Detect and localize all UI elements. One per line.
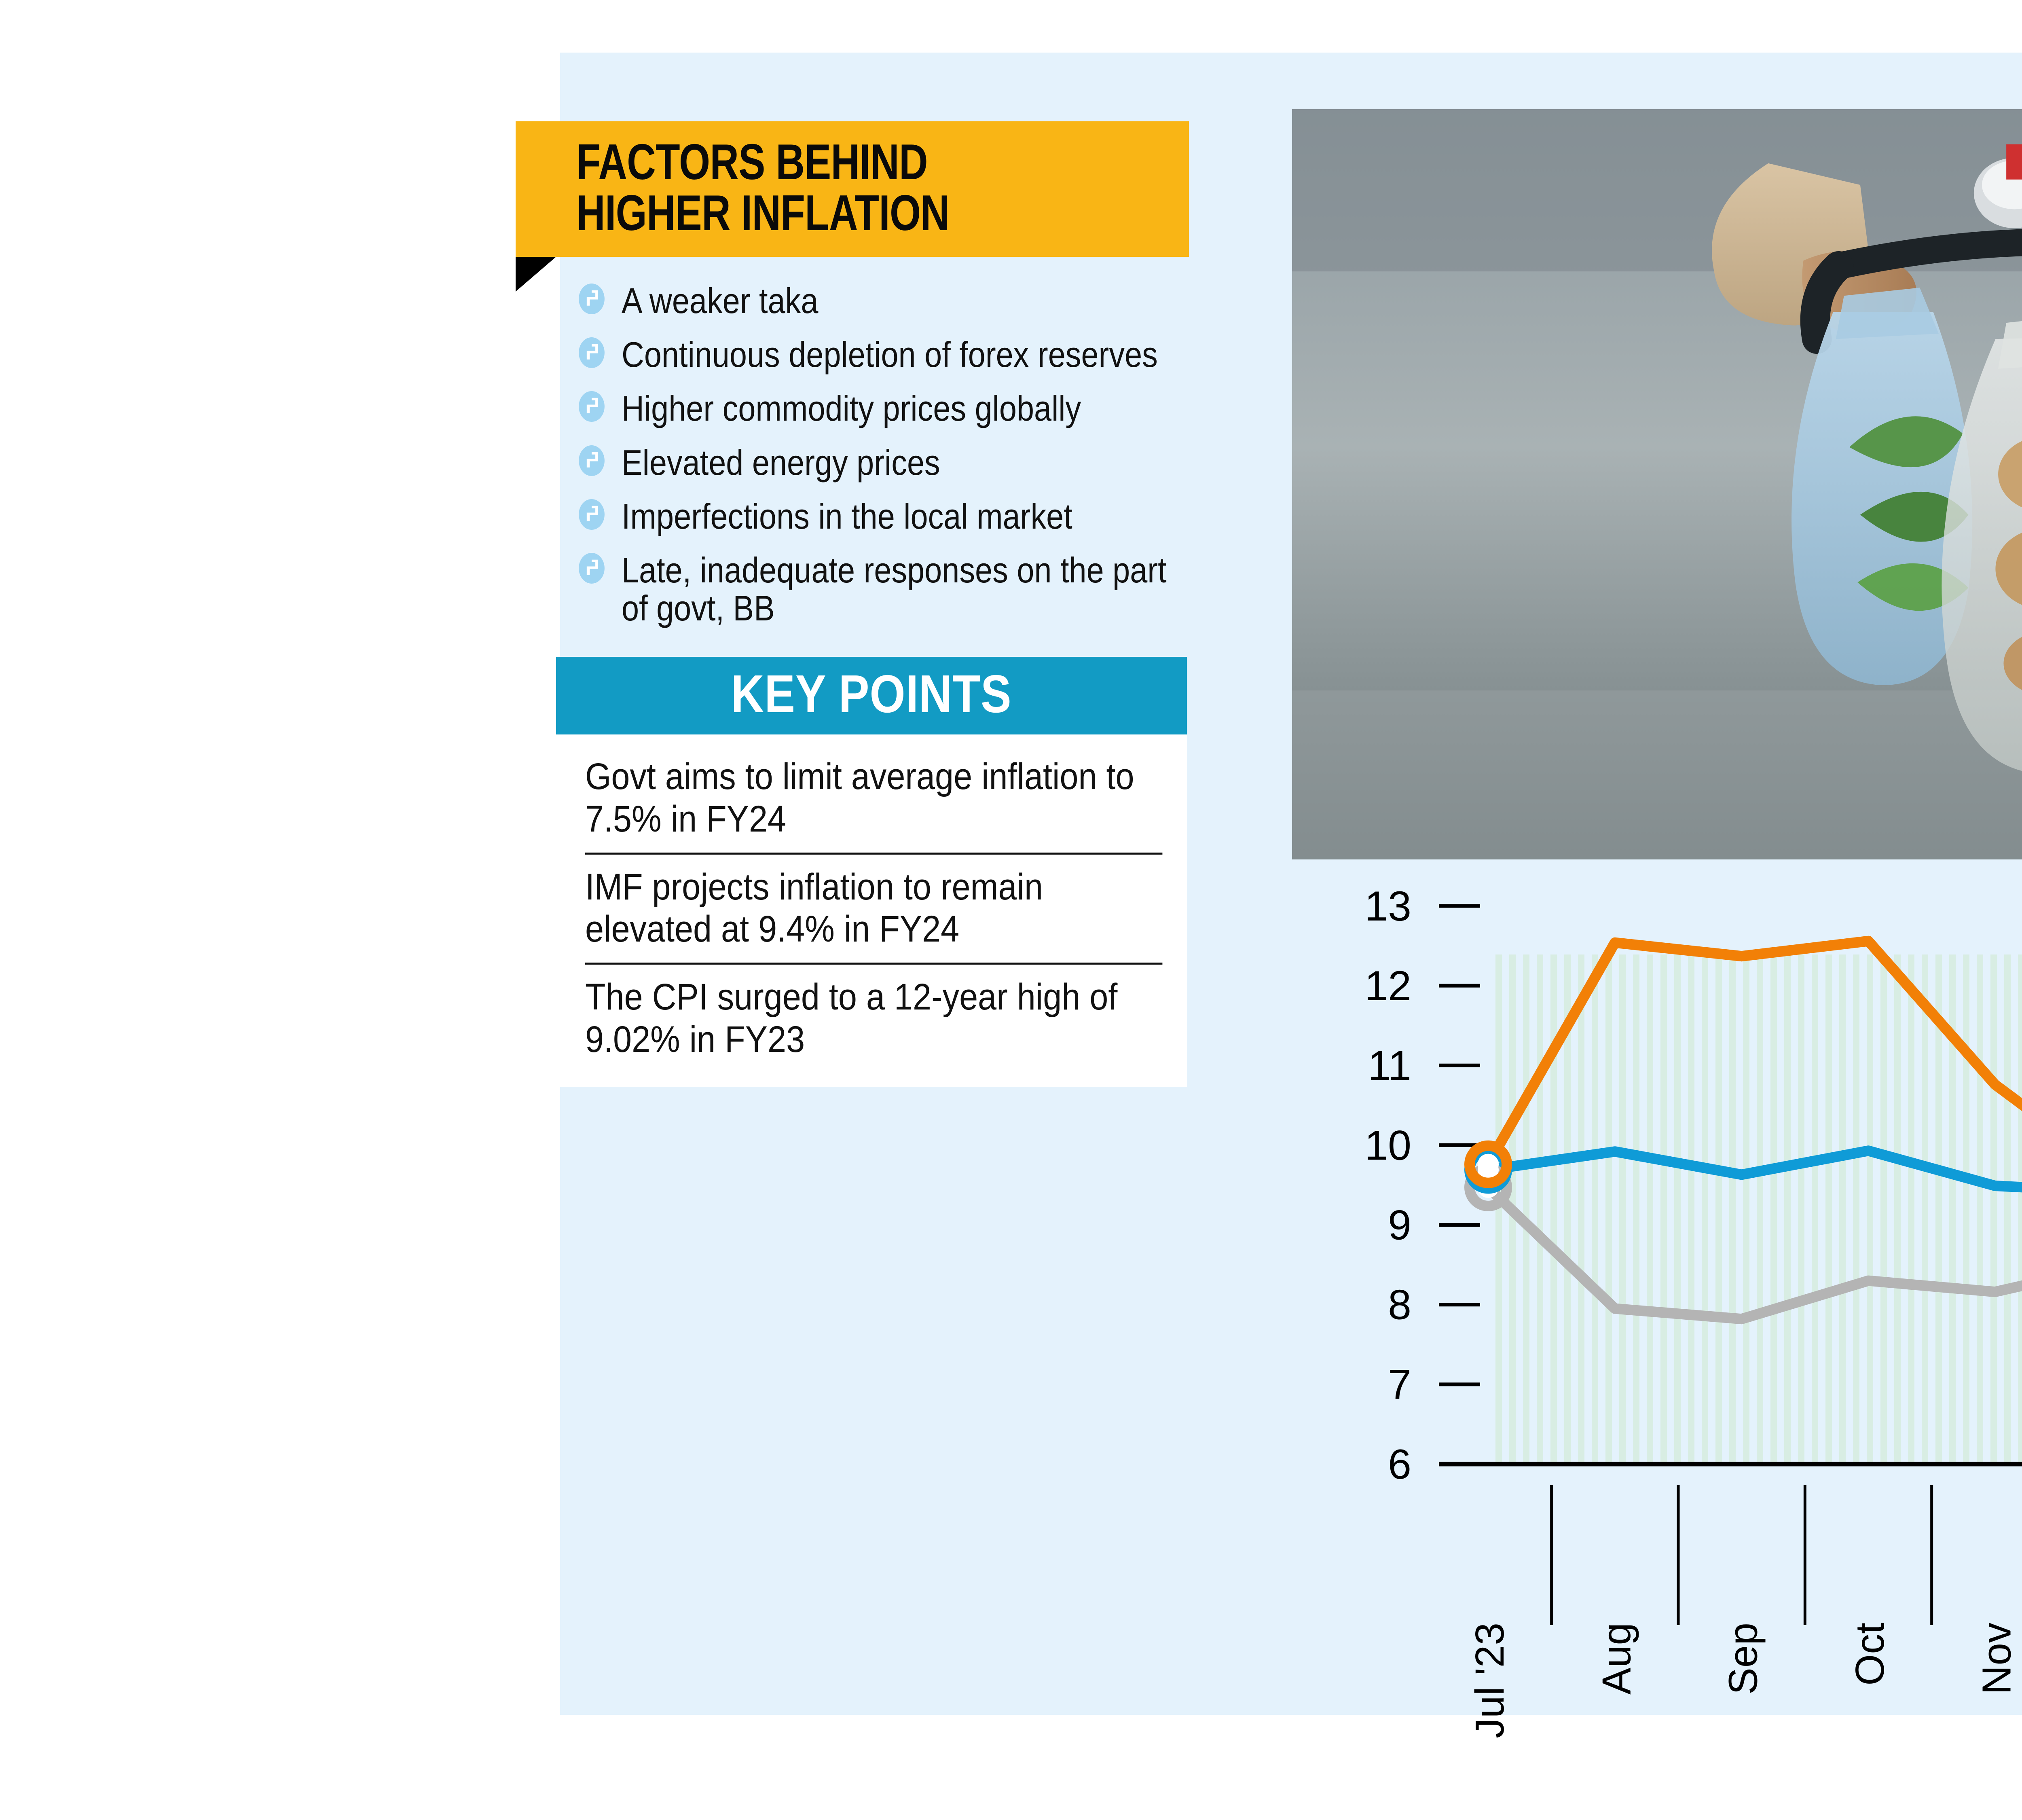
list-item: Imperfections in the local market bbox=[576, 497, 1256, 535]
curved-arrow-icon bbox=[576, 337, 607, 368]
factors-title-line2: HIGHER INFLATION bbox=[576, 185, 950, 241]
svg-text:Nov: Nov bbox=[1974, 1623, 2019, 1695]
svg-text:12: 12 bbox=[1364, 963, 1411, 1009]
factors-header-banner: FACTORS BEHIND HIGHER INFLATION bbox=[516, 121, 1189, 292]
list-item-label: A weaker taka bbox=[622, 280, 819, 321]
svg-text:13: 13 bbox=[1364, 883, 1411, 930]
key-point-item: The CPI surged to a 12-year high of 9.02… bbox=[585, 963, 1163, 1073]
left-column: FACTORS BEHIND HIGHER INFLATION A weaker… bbox=[516, 121, 1256, 1087]
list-item: Late, inadequate responses on the part o… bbox=[576, 551, 1256, 627]
svg-text:7: 7 bbox=[1388, 1361, 1411, 1408]
svg-text:Oct: Oct bbox=[1847, 1623, 1893, 1686]
list-item-label: Elevated energy prices bbox=[622, 442, 940, 483]
svg-text:8: 8 bbox=[1388, 1282, 1411, 1329]
svg-text:11: 11 bbox=[1368, 1042, 1411, 1089]
svg-text:Sep: Sep bbox=[1721, 1623, 1766, 1695]
key-points-card: KEY POINTS Govt aims to limit average in… bbox=[556, 656, 1187, 1087]
key-point-item: IMF projects inflation to remain elevate… bbox=[585, 852, 1163, 963]
key-points-body: Govt aims to limit average inflation to … bbox=[556, 734, 1187, 1087]
key-points-header: KEY POINTS bbox=[556, 656, 1187, 734]
svg-text:6: 6 bbox=[1388, 1441, 1411, 1488]
svg-text:Jul '23: Jul '23 bbox=[1467, 1623, 1512, 1738]
curved-arrow-icon bbox=[576, 553, 607, 584]
list-item: A weaker taka bbox=[576, 282, 1256, 320]
key-points-title: KEY POINTS bbox=[731, 664, 1012, 724]
svg-text:10: 10 bbox=[1364, 1122, 1411, 1169]
list-item-label: Late, inadequate responses on the part o… bbox=[622, 550, 1167, 628]
list-item: Elevated energy prices bbox=[576, 442, 1256, 483]
factors-title-line1: FACTORS BEHIND bbox=[576, 134, 928, 190]
list-item: Continuous depletion of forex reserves bbox=[576, 336, 1256, 373]
list-item: Higher commodity prices globally bbox=[576, 389, 1256, 427]
list-item-label: Higher commodity prices globally bbox=[622, 388, 1081, 429]
banner-corner-fold bbox=[516, 256, 556, 292]
curved-arrow-icon bbox=[576, 283, 607, 314]
key-point-item: Govt aims to limit average inflation to … bbox=[585, 756, 1134, 840]
svg-text:9: 9 bbox=[1388, 1202, 1411, 1249]
photo-groceries-on-bicycle bbox=[1292, 109, 2022, 859]
curved-arrow-icon bbox=[576, 445, 607, 476]
list-item-label: Imperfections in the local market bbox=[622, 496, 1072, 536]
curved-arrow-icon bbox=[576, 391, 607, 422]
curved-arrow-icon bbox=[576, 499, 607, 530]
list-item-label: Continuous depletion of forex reserves bbox=[622, 334, 1158, 375]
svg-text:Aug: Aug bbox=[1594, 1623, 1639, 1695]
factors-list: A weaker taka Continuous depletion of fo… bbox=[516, 282, 1256, 627]
